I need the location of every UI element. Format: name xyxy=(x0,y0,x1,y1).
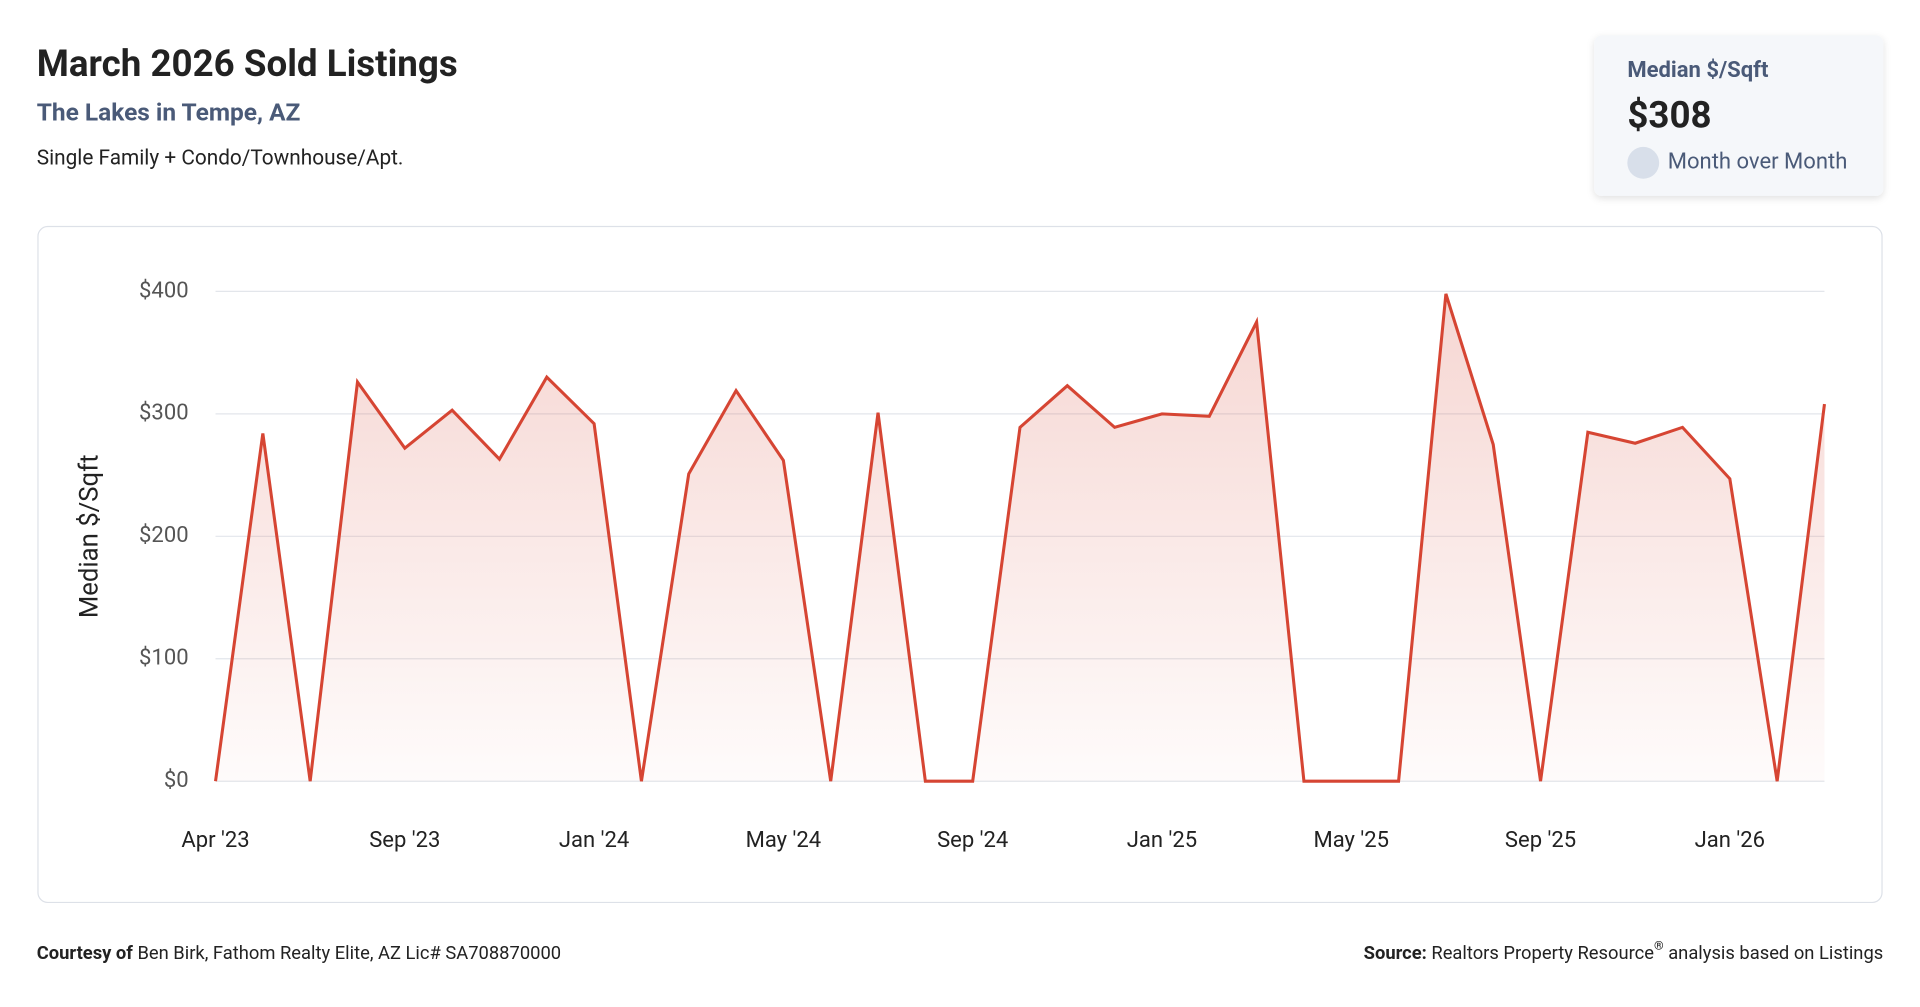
y-tick-label: $200 xyxy=(139,523,189,548)
source-rest: analysis based on Listings xyxy=(1668,943,1883,964)
courtesy-text: Ben Birk, Fathom Realty Elite, AZ Lic# S… xyxy=(137,943,561,964)
y-axis-label: Median $/Sqft xyxy=(74,454,104,618)
subtitle: The Lakes in Tempe, AZ xyxy=(37,97,301,126)
card-change: Month over Month xyxy=(1668,150,1848,175)
title: March 2026 Sold Listings xyxy=(37,42,458,85)
source-label: Source: xyxy=(1364,943,1427,964)
courtesy-label: Courtesy of xyxy=(37,943,134,964)
courtesy: Courtesy of Ben Birk, Fathom Realty Elit… xyxy=(37,943,561,964)
card-value: $308 xyxy=(1627,93,1711,136)
line xyxy=(214,293,1826,783)
change-icon xyxy=(1627,146,1660,179)
source-text: Realtors Property Resource xyxy=(1431,943,1654,964)
x-tick-label: Sep '24 xyxy=(937,828,1008,853)
y-tick-label: $300 xyxy=(139,401,189,426)
stat-card xyxy=(1594,35,1884,196)
source-mark: ® xyxy=(1654,939,1664,953)
x-tick-label: Jan '24 xyxy=(559,828,629,853)
y-tick-label: $400 xyxy=(139,278,189,303)
card-label: Median $/Sqft xyxy=(1627,58,1769,83)
x-tick-label: May '25 xyxy=(1313,828,1389,853)
area xyxy=(215,293,1825,782)
x-tick-label: Apr '23 xyxy=(181,828,249,853)
x-tick-label: May '24 xyxy=(746,828,822,853)
y-tick-label: $0 xyxy=(164,768,189,793)
x-tick-label: Jan '26 xyxy=(1695,828,1765,853)
y-tick-label: $100 xyxy=(139,646,189,671)
x-tick-label: Jan '25 xyxy=(1127,828,1197,853)
x-tick-label: Sep '23 xyxy=(369,828,440,853)
description: Single Family + Condo/Townhouse/Apt. xyxy=(37,147,404,171)
x-tick-label: Sep '25 xyxy=(1505,828,1576,853)
source: Source: Realtors Property Resource® anal… xyxy=(1364,935,1884,963)
plot: $0 $100 $200 $300 $400 Apr '23 Sep '23 Jan '24 M… xyxy=(139,278,1826,853)
